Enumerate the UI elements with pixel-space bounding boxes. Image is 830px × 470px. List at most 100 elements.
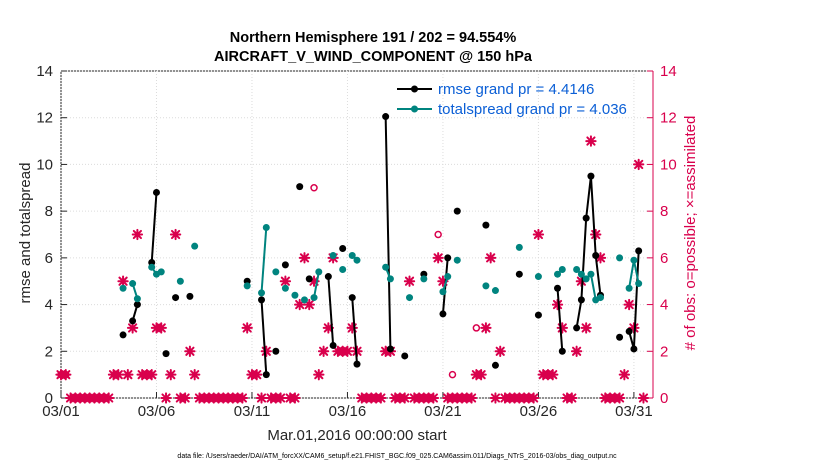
right-axis-label: # of obs: o=possible; ×=assimilated (682, 116, 699, 351)
obs-assimilated-marker (570, 345, 583, 357)
rmse-point (453, 207, 461, 215)
obs-possible-marker (448, 370, 457, 379)
obs-assimilated-marker (303, 298, 315, 311)
rmse-point (630, 345, 638, 353)
x-tick-label: 03/16 (329, 403, 367, 420)
spread-point (148, 263, 156, 271)
rmse-line-segment (327, 276, 335, 346)
obs-assimilated-marker (255, 392, 268, 404)
rmse-point (281, 261, 289, 269)
obs-assimilated-marker (146, 368, 158, 381)
rmse-point (587, 172, 595, 180)
spread-point (587, 270, 595, 278)
x-axis-ticks: 03/01 03/06 03/11 03/16 03/21 03/26 03/31 (42, 392, 653, 420)
rmse-point (439, 310, 447, 318)
right-tick-label: 12 (660, 110, 677, 127)
spread-point (258, 289, 266, 297)
line-series (119, 113, 643, 379)
obs-assimilated-marker (475, 368, 487, 381)
left-tick-label: 10 (36, 156, 53, 173)
spread-line-segment (313, 271, 320, 298)
left-tick-label: 4 (45, 297, 53, 314)
spread-point (272, 268, 280, 276)
obs-assimilated-marker (637, 392, 650, 404)
obs-assimilated-marker (547, 368, 559, 381)
spread-point (630, 256, 638, 264)
right-tick-label: 6 (660, 250, 668, 267)
obs-assimilated-marker (279, 275, 292, 287)
legend: rmse grand pr = 4.4146 totalspread grand… (397, 81, 627, 118)
obs-assimilated-marker (346, 322, 358, 334)
obs-assimilated-marker (623, 298, 635, 311)
rmse-point (491, 361, 499, 369)
rmse-point (258, 296, 266, 304)
left-tick-label: 8 (45, 203, 53, 220)
plot-background (61, 71, 653, 398)
obs-assimilated-marker (527, 392, 540, 404)
rmse-point (186, 292, 194, 300)
rmse-point (635, 247, 643, 255)
chart-title: Northern Hemisphere 191 / 202 = 94.554% (230, 30, 517, 46)
rmse-point (119, 331, 127, 339)
legend-spread-marker (411, 105, 418, 113)
obs-assimilated-marker (618, 368, 631, 381)
obs-assimilated-marker (165, 368, 177, 381)
left-tick-label: 2 (45, 343, 53, 360)
rmse-line-segment (384, 116, 392, 349)
obs-assimilated-marker (403, 275, 416, 287)
rmse-point (272, 347, 280, 355)
spread-line-segment (260, 227, 268, 293)
spread-point (386, 275, 394, 283)
spread-point (176, 277, 184, 285)
left-tick-label: 0 (45, 390, 53, 407)
rmse-point (554, 284, 562, 292)
right-tick-label: 10 (660, 156, 677, 173)
obs-assimilated-marker (427, 392, 440, 404)
obs-assimilated-marker (437, 275, 449, 287)
obs-assimilated-marker (628, 322, 640, 334)
spread-point (439, 288, 447, 296)
obs-assimilated-marker (341, 345, 354, 357)
obs-assimilated-marker (313, 368, 325, 381)
obs-assimilated-marker (294, 298, 306, 311)
rmse-point (262, 371, 270, 379)
rmse-line-segment (260, 299, 268, 375)
obs-assimilated-marker (241, 322, 253, 334)
spread-point (329, 252, 337, 260)
x-tick-label: 03/26 (520, 403, 558, 420)
spread-point (157, 268, 165, 276)
obs-assimilated-marker (60, 368, 72, 381)
obs-assimilated-marker (131, 228, 144, 241)
obs-assimilated-marker (251, 368, 263, 381)
spread-point (129, 280, 137, 288)
obs-assimilated-marker (575, 275, 588, 287)
obs-assimilated-marker (103, 392, 115, 404)
spread-point (348, 252, 356, 260)
rmse-point (444, 254, 452, 262)
obs-assimilated-marker (179, 392, 191, 404)
obs-assimilated-marker (399, 392, 411, 404)
spread-point (444, 273, 452, 281)
obs-assimilated-marker (532, 228, 545, 241)
right-axis-ticks: 0 2 4 6 8 10 12 14 (647, 63, 677, 407)
spread-point (420, 275, 428, 283)
spread-point (133, 295, 141, 303)
rmse-point (329, 341, 337, 349)
obs-assimilated-marker (594, 252, 607, 264)
rmse-point (339, 245, 347, 253)
spread-point (515, 243, 523, 251)
obs-assimilated-marker (155, 322, 167, 334)
obs-assimilated-marker (298, 252, 311, 264)
spread-point (491, 287, 499, 295)
rmse-point (573, 324, 581, 332)
left-tick-label: 14 (36, 63, 53, 80)
right-tick-label: 0 (660, 390, 668, 407)
spread-point (573, 266, 581, 274)
grid-lines (60, 70, 653, 399)
rmse-point (152, 188, 160, 196)
obs-assimilated-marker (260, 345, 272, 357)
obs-assimilated-marker (184, 345, 196, 357)
obs-possible-marker (472, 324, 481, 332)
obs-assimilated-marker (551, 298, 564, 311)
obs-assimilated-marker (580, 322, 592, 334)
